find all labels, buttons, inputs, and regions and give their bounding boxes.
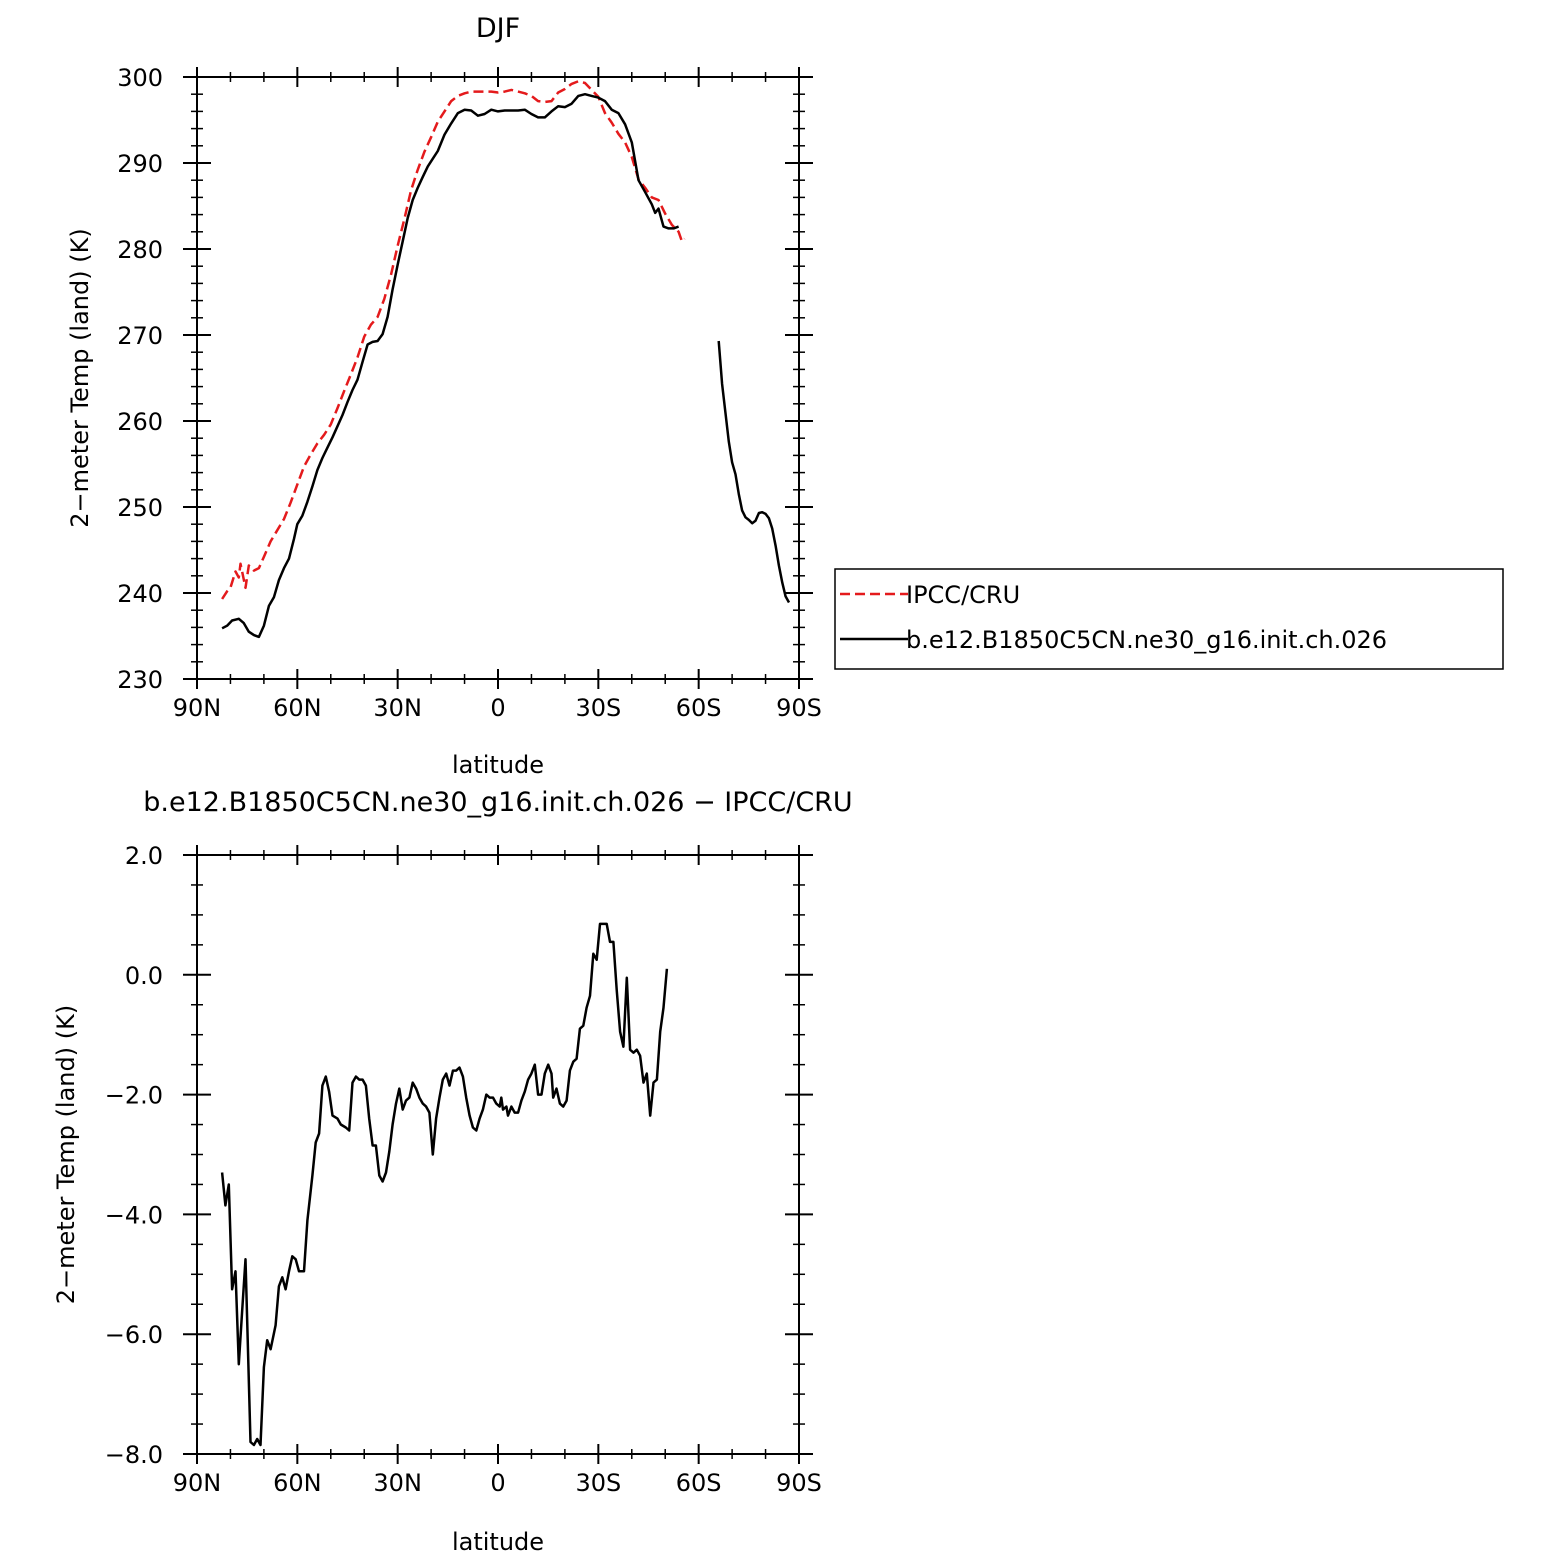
y-tick-label: 250 (117, 494, 163, 522)
y-tick-label: 300 (117, 64, 163, 92)
chart-title: b.e12.B1850C5CN.ne30_g16.init.ch.026 − I… (143, 787, 852, 818)
legend-label: IPCC/CRU (906, 581, 1020, 609)
y-tick-label: 290 (117, 150, 163, 178)
series-line-1 (220, 922, 669, 1447)
y-tick-label: −8.0 (105, 1441, 163, 1469)
y-tick-label: 270 (117, 322, 163, 350)
x-axis-label: latitude (452, 751, 544, 779)
legend-box (834, 568, 1504, 670)
y-tick-label: 2.0 (125, 842, 163, 870)
x-tick-label: 30N (373, 694, 422, 722)
y-tick-label: 0.0 (125, 962, 163, 990)
y-axis-label: 2−meter Temp (land) (K) (66, 228, 94, 527)
x-tick-label: 0 (490, 694, 505, 722)
x-tick-label: 90N (173, 1469, 222, 1497)
series-line-1 (221, 80, 686, 600)
top-chart: 90N 60N 30N 0 30S 60S 90S 230 240 250 260 270 280 290… (66, 13, 1504, 779)
y-tick-label: 280 (117, 236, 163, 264)
chart-title: DJF (476, 13, 520, 44)
y-tick-label: −4.0 (105, 1201, 163, 1229)
plot-frame (196, 76, 800, 680)
legend-label: b.e12.B1850C5CN.ne30_g16.init.ch.026 (906, 626, 1387, 654)
x-tick-label: 90N (173, 694, 222, 722)
y-tick-label: 240 (117, 580, 163, 608)
y-tick-label: 260 (117, 408, 163, 436)
series-line-2 (717, 340, 791, 604)
x-tick-label: 60N (273, 694, 322, 722)
y-tick-label: 230 (117, 666, 163, 694)
series-line-2 (221, 92, 680, 639)
x-tick-label: 90S (776, 1469, 822, 1497)
x-tick-label: 0 (490, 1469, 505, 1497)
x-axis-label: latitude (452, 1528, 544, 1556)
x-tick-label: 60N (273, 1469, 322, 1497)
y-tick-label: −6.0 (105, 1321, 163, 1349)
x-tick-label: 30S (575, 1469, 621, 1497)
x-tick-label: 30S (575, 694, 621, 722)
bottom-chart: 90N 60N 30N 0 30S 60S 90S −8.0 −6.0 −4.0 −2.0 0.0 2.… (52, 787, 853, 1556)
plot-frame (196, 854, 800, 1455)
x-tick-label: 60S (676, 1469, 722, 1497)
y-tick-label: −2.0 (105, 1082, 163, 1110)
x-tick-label: 90S (776, 694, 822, 722)
x-tick-label: 60S (676, 694, 722, 722)
x-tick-label: 30N (373, 1469, 422, 1497)
y-axis-label: 2−meter Temp (land) (K) (52, 1005, 80, 1304)
